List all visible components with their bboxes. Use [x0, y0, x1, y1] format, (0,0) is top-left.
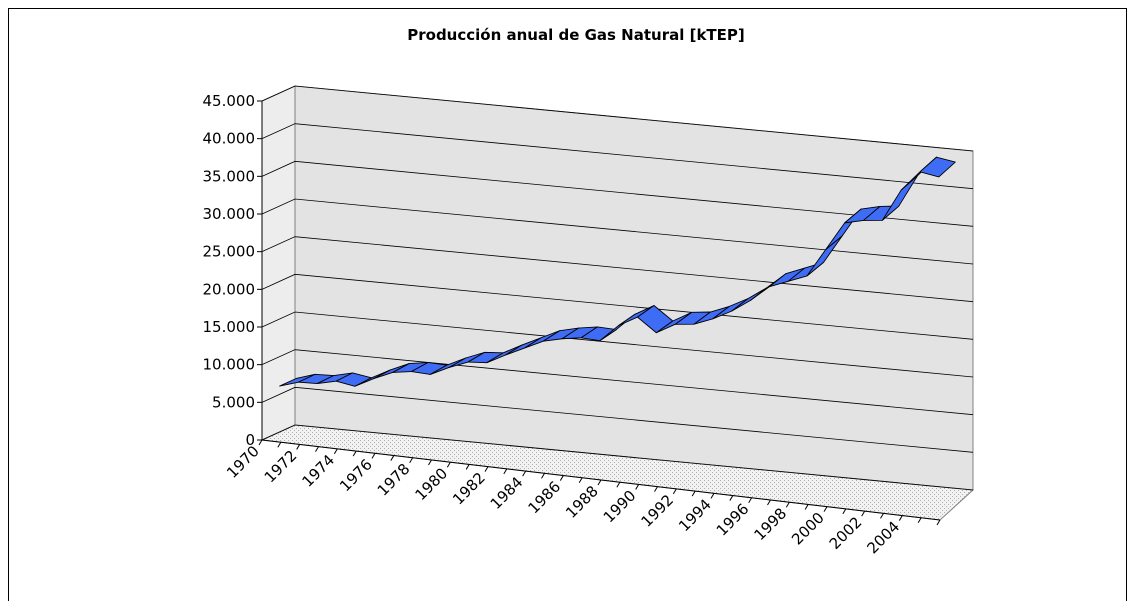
x-tick [842, 508, 847, 515]
y-tick-label: 45.000 [203, 92, 256, 110]
grid-line [261, 85, 974, 152]
grid-line [261, 123, 974, 190]
grid-line [261, 386, 974, 453]
x-tick [691, 490, 696, 497]
x-tick [710, 493, 715, 499]
x-tick [729, 495, 734, 501]
x-tick [823, 506, 828, 512]
side-wall [261, 85, 296, 441]
x-tick [936, 519, 941, 526]
x-tick [390, 455, 395, 461]
x-tick [635, 484, 640, 490]
x-tick [503, 468, 508, 475]
x-tick [446, 461, 451, 468]
x-tick [767, 499, 771, 506]
x-tick [672, 488, 677, 495]
x-tick [597, 479, 602, 486]
x-tick [333, 448, 338, 455]
x-tick [898, 515, 903, 521]
y-tick-label: 10.000 [203, 356, 256, 374]
grid-line [261, 198, 974, 265]
x-tick [484, 466, 489, 472]
x-tick [578, 477, 583, 484]
x-tick [861, 510, 866, 517]
grid-line [261, 311, 974, 378]
chart-title: Producción anual de Gas Natural [kTEP] [407, 26, 745, 44]
y-tick-label: 20.000 [203, 280, 256, 298]
x-tick [522, 470, 527, 477]
x-tick [804, 504, 809, 510]
x-tick [748, 497, 753, 504]
x-tick [296, 444, 301, 450]
x-tick [654, 486, 658, 492]
grid-line [261, 160, 974, 227]
x-tick [559, 475, 564, 481]
y-tick-label: 5.000 [212, 393, 255, 411]
x-tick [880, 513, 884, 519]
x-tick [541, 473, 545, 479]
x-tick [428, 459, 432, 466]
x-tick [785, 501, 790, 508]
ribbon-segment [919, 156, 956, 178]
x-tick [465, 464, 470, 470]
x-tick [616, 481, 621, 488]
grid-line [261, 236, 974, 303]
x-tick [352, 450, 357, 457]
y-tick-label: 30.000 [203, 205, 256, 223]
x-tick [371, 453, 376, 459]
back-wall [294, 85, 974, 491]
x-tick [258, 439, 263, 446]
x-tick [315, 446, 319, 452]
grid-line [261, 424, 974, 491]
grid-line [261, 273, 974, 340]
y-tick-label: 40.000 [203, 130, 256, 148]
grid-line [261, 349, 974, 416]
y-tick-label: 25.000 [203, 243, 256, 261]
x-tick [917, 517, 922, 524]
x-tick [409, 457, 414, 464]
y-tick-label: 35.000 [203, 167, 256, 185]
x-tick [277, 441, 282, 448]
y-tick-label: 15.000 [203, 318, 256, 336]
y-tick-label: 0 [245, 431, 255, 449]
